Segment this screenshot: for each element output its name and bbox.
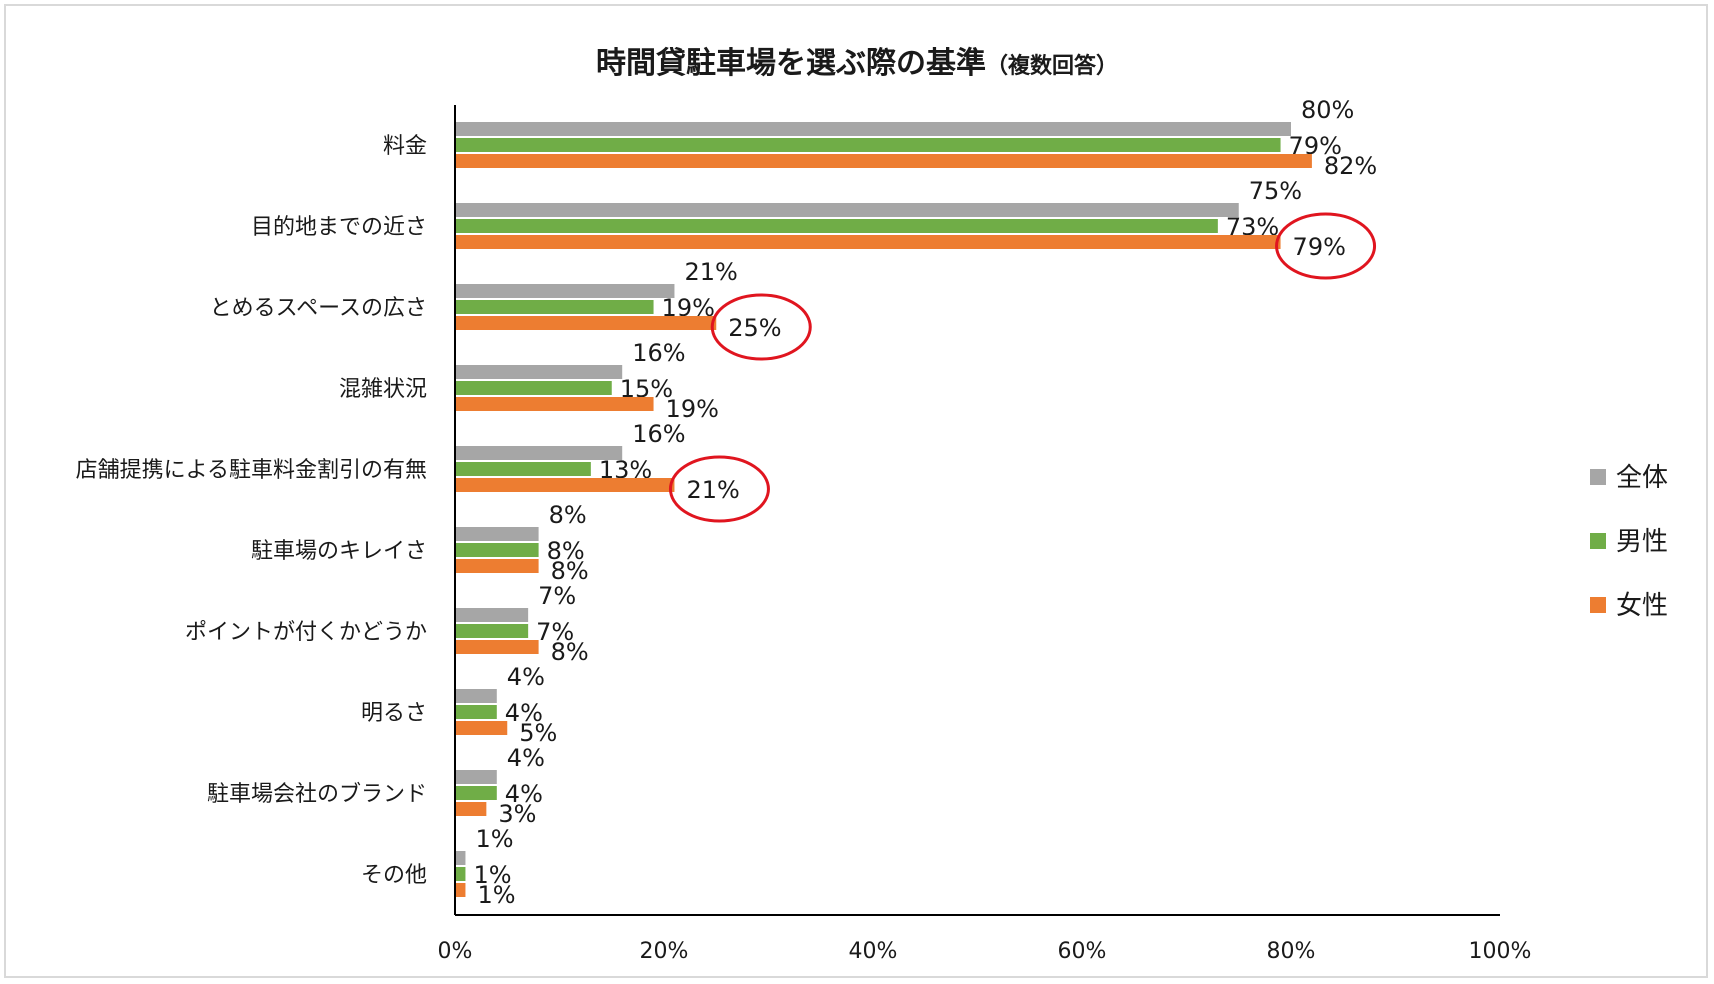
bar <box>456 316 717 330</box>
data-label: 1% <box>473 861 511 889</box>
chart-frame <box>4 4 1708 978</box>
bar <box>456 154 1312 168</box>
bar <box>456 527 539 541</box>
data-label: 3% <box>498 800 536 828</box>
bar <box>456 867 466 881</box>
legend-label: 男性 <box>1616 527 1668 557</box>
legend-label: 女性 <box>1616 591 1668 621</box>
bar <box>456 478 675 492</box>
data-label: 82% <box>1324 152 1377 180</box>
bar <box>456 381 612 395</box>
bar <box>456 203 1239 217</box>
data-label: 7% <box>538 582 576 610</box>
bar <box>456 689 497 703</box>
data-label: 19% <box>666 395 719 423</box>
bar <box>456 624 529 638</box>
bar <box>456 770 497 784</box>
chart-subtitle: （複数回答） <box>985 54 1118 79</box>
data-label: 75% <box>1249 177 1302 205</box>
legend-swatch <box>1590 597 1606 613</box>
bar <box>456 365 623 379</box>
category-label: 駐車場会社のブランド <box>207 782 427 807</box>
data-label: 16% <box>632 339 685 367</box>
bar <box>456 608 529 622</box>
data-label: 21% <box>686 476 739 504</box>
data-label: 16% <box>632 420 685 448</box>
highlight-circle <box>710 293 812 361</box>
bar <box>456 219 1218 233</box>
data-label: 25% <box>728 314 781 342</box>
bar <box>456 543 539 557</box>
data-label: 4% <box>505 699 543 727</box>
category-label: その他 <box>361 863 427 888</box>
legend-swatch <box>1590 469 1606 485</box>
bar <box>456 851 466 865</box>
data-label: 80% <box>1301 96 1354 124</box>
category-label: 店舗提携による駐車料金割引の有無 <box>76 458 427 483</box>
bar <box>456 786 497 800</box>
bar <box>456 462 591 476</box>
data-label: 8% <box>547 537 585 565</box>
bar <box>456 397 654 411</box>
x-tick-label: 40% <box>849 939 898 964</box>
x-tick-label: 60% <box>1058 939 1107 964</box>
data-label: 8% <box>551 638 589 666</box>
bar <box>456 122 1291 136</box>
category-label: 混雑状況 <box>339 377 427 402</box>
data-label: 79% <box>1293 233 1346 261</box>
bar <box>456 883 466 897</box>
category-label: 明るさ <box>361 701 427 726</box>
bar <box>456 640 539 654</box>
category-label: ポイントが付くかどうか <box>185 620 427 645</box>
data-label: 4% <box>507 744 545 772</box>
data-label: 4% <box>507 663 545 691</box>
data-label: 1% <box>477 881 515 909</box>
bar <box>456 802 487 816</box>
x-tick-label: 0% <box>438 939 473 964</box>
category-label: 料金 <box>383 134 427 159</box>
data-label: 4% <box>505 780 543 808</box>
bar <box>456 300 654 314</box>
highlight-circle <box>668 455 770 523</box>
data-label: 8% <box>549 501 587 529</box>
bar <box>456 138 1281 152</box>
bar <box>456 721 508 735</box>
bar <box>456 446 623 460</box>
bar <box>456 559 539 573</box>
x-tick-label: 80% <box>1267 939 1316 964</box>
data-label: 21% <box>684 258 737 286</box>
data-label: 1% <box>475 825 513 853</box>
data-label: 8% <box>551 557 589 585</box>
category-label: 目的地までの近さ <box>251 215 427 240</box>
bar <box>456 705 497 719</box>
data-label: 7% <box>536 618 574 646</box>
legend-label: 全体 <box>1616 463 1668 493</box>
category-label: 駐車場のキレイさ <box>251 539 427 564</box>
chart-title: 時間貸駐車場を選ぶ際の基準 <box>595 46 986 81</box>
x-tick-label: 100% <box>1469 939 1532 964</box>
legend-swatch <box>1590 533 1606 549</box>
chart-title-block: 時間貸駐車場を選ぶ際の基準（複数回答） <box>0 38 1714 82</box>
x-tick-label: 20% <box>640 939 689 964</box>
bar <box>456 235 1281 249</box>
highlight-circle <box>1275 212 1377 280</box>
category-label: とめるスペースの広さ <box>210 296 427 321</box>
data-label: 5% <box>519 719 557 747</box>
bar <box>456 284 675 298</box>
